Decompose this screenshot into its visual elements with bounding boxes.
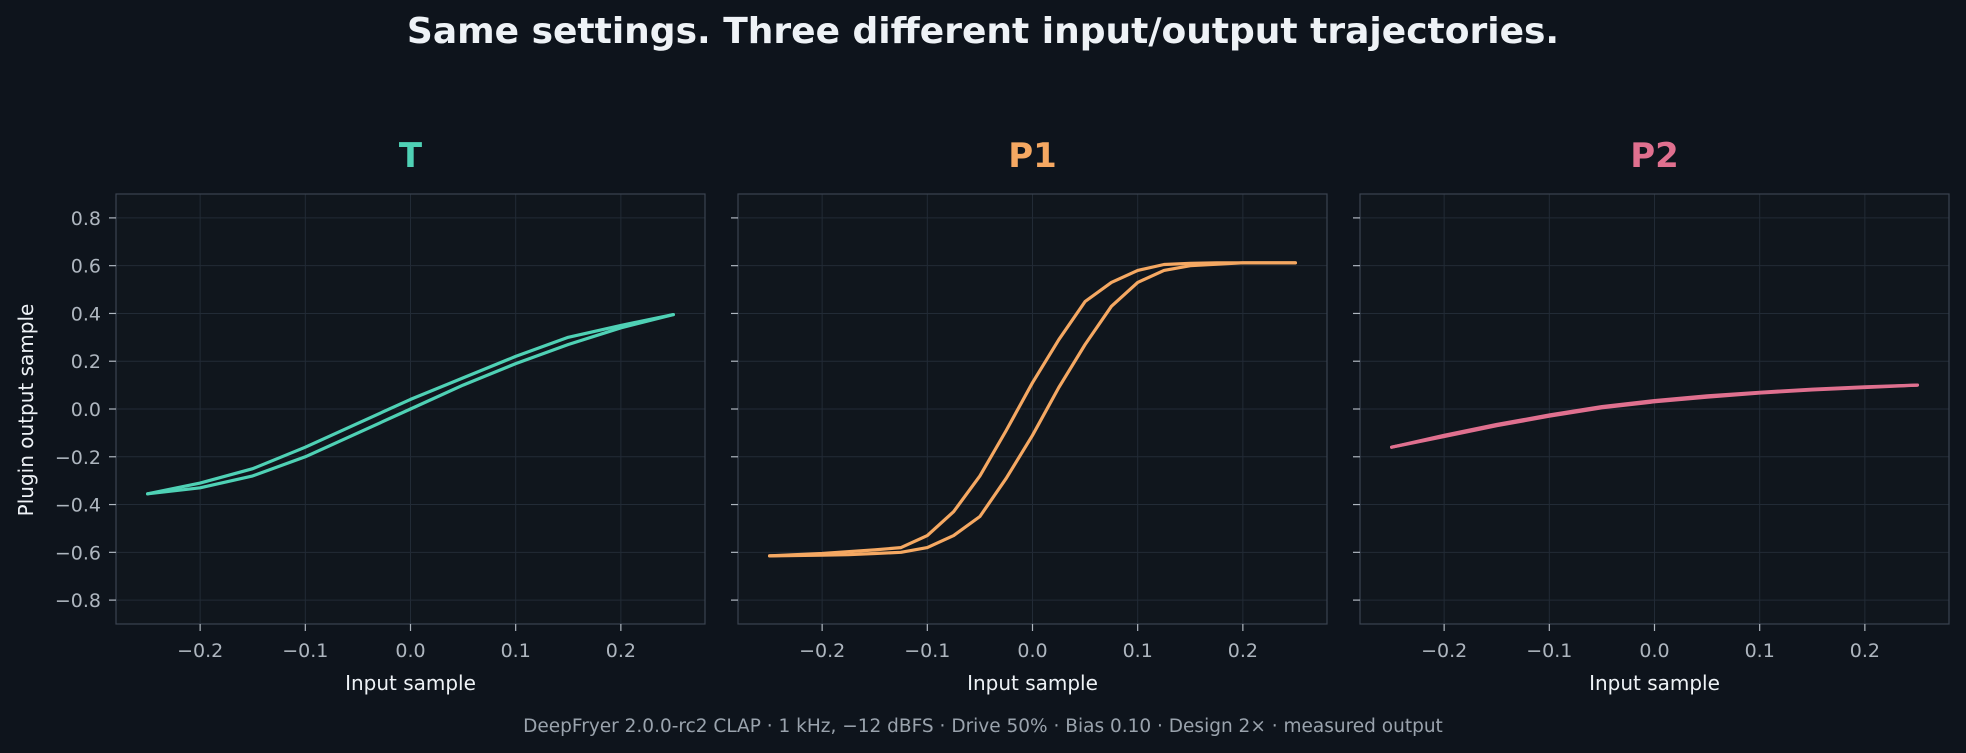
y-tick-label: 0.2 (71, 351, 101, 373)
y-tick-label: 0.8 (71, 208, 101, 230)
y-tick-label: 0.0 (71, 399, 101, 421)
panel-p2: −0.2 −0.1 0.0 0.1 0.2 P2 Input sample (1353, 136, 1950, 695)
x-tick-label: 0.2 (1850, 640, 1880, 662)
x-tick-label: −0.2 (799, 640, 845, 662)
x-tick-label: −0.1 (1526, 640, 1572, 662)
footer-caption: DeepFryer 2.0.0-rc2 CLAP · 1 kHz, −12 dB… (523, 716, 1443, 737)
panel-title: P1 (1008, 136, 1057, 176)
panel-title: T (399, 136, 423, 176)
x-tick-label: 0.0 (1017, 640, 1047, 662)
y-axis-label: Plugin output sample (14, 304, 38, 517)
series-line-2 (767, 261, 1298, 558)
x-tick-label: 0.1 (501, 640, 531, 662)
panel-title: P2 (1630, 136, 1679, 176)
panels: −0.2 −0.1 0.0 0.1 0.2 0.8 0.6 0.4 0.2 0.0 −0.2 −0.4… (55, 136, 1950, 695)
series-line-2 (146, 313, 676, 496)
x-axis-label: Input sample (1589, 671, 1720, 695)
x-tick-label: −0.2 (1421, 640, 1467, 662)
x-tick-label: −0.1 (282, 640, 328, 662)
figure-title: Same settings. Three different input/out… (407, 11, 1559, 52)
x-tick-label: 0.1 (1123, 640, 1153, 662)
series-line-1 (146, 313, 676, 496)
y-tick-label: −0.8 (55, 590, 101, 612)
x-tick-label: 0.2 (1228, 640, 1258, 662)
x-tick-label: −0.2 (177, 640, 223, 662)
x-tick-label: 0.0 (395, 640, 425, 662)
series-line-2 (1389, 383, 1920, 449)
panel-t: −0.2 −0.1 0.0 0.1 0.2 0.8 0.6 0.4 0.2 0.0 −0.2 −0.4… (55, 136, 706, 695)
x-tick-label: 0.1 (1745, 640, 1775, 662)
x-tick-label: 0.2 (606, 640, 636, 662)
y-tick-label: 0.4 (71, 303, 101, 325)
x-axis-label: Input sample (345, 671, 476, 695)
y-tick-label: 0.6 (71, 256, 101, 278)
x-axis-label: Input sample (967, 671, 1098, 695)
panel-p1: −0.2 −0.1 0.0 0.1 0.2 P1 Input sample (731, 136, 1328, 695)
x-tick-label: −0.1 (904, 640, 950, 662)
y-tick-label: −0.4 (55, 495, 101, 517)
series-line-1 (767, 261, 1298, 558)
y-tick-label: −0.6 (55, 542, 101, 564)
y-tick-label: −0.2 (55, 447, 101, 469)
x-tick-label: 0.0 (1639, 640, 1669, 662)
